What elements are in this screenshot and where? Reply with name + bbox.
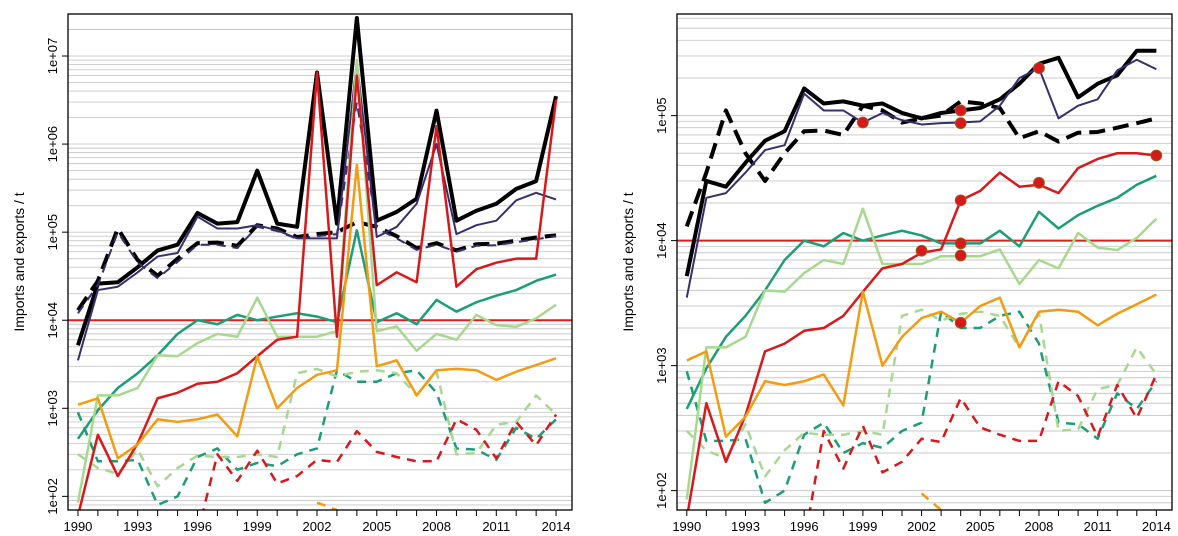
y-tick-label: 1e+02 (45, 478, 60, 515)
data-point (915, 244, 928, 257)
right-panel: 1990 1993 1996 1999 2002 2005 2008 2011 2014 1e+0… (620, 13, 1173, 534)
data-point (954, 249, 967, 262)
y-tick-label: 1e+05 (45, 214, 60, 251)
series-line (685, 58, 1157, 298)
data-point (954, 316, 967, 329)
y-tick-label: 1e+04 (45, 302, 60, 339)
series-line (76, 61, 557, 361)
x-tick-label: 1993 (123, 519, 152, 534)
y-axis-title: Imports and exports / t (620, 192, 636, 331)
x-tick-label: 2008 (422, 519, 451, 534)
series-line (808, 373, 1158, 510)
x-tick-label: 2002 (303, 519, 332, 534)
x-tick-label: 2011 (1084, 519, 1112, 534)
series-line (77, 367, 557, 488)
series-line (685, 310, 1158, 504)
series-line (77, 163, 557, 460)
series-line (686, 152, 1157, 510)
x-tick-label: 2002 (907, 519, 936, 534)
left-panel: 1990 1993 1996 1999 2002 2005 2008 2011 2014 1e+0… (11, 13, 573, 534)
y-axis-title: Imports and exports / t (11, 192, 27, 331)
data-point (1033, 62, 1045, 74)
x-tick-label: 2014 (1142, 519, 1171, 534)
series-line (684, 99, 1157, 228)
x-tick-label: 2005 (362, 519, 391, 534)
series-line (76, 220, 557, 312)
y-tick-label: 1e+05 (654, 97, 669, 134)
data-point (954, 237, 967, 250)
series-line (202, 413, 558, 510)
y-tick-label: 1e+04 (654, 222, 669, 259)
y-tick-label: 1e+03 (654, 347, 669, 384)
data-point (954, 104, 967, 117)
x-tick-label: 2011 (482, 519, 510, 534)
data-point (954, 117, 967, 130)
series-line (76, 16, 559, 346)
x-tick-label: 1996 (183, 519, 212, 534)
x-tick-label: 1999 (848, 519, 877, 534)
y-tick-label: 1e+03 (45, 390, 60, 427)
y-tick-label: 1e+02 (654, 472, 669, 509)
series-line (686, 290, 1157, 438)
series-line (78, 71, 558, 510)
x-tick-label: 1990 (672, 519, 701, 534)
series-line (77, 101, 557, 314)
series-line (685, 308, 1158, 478)
data-point (1033, 176, 1045, 189)
data-point (954, 194, 967, 207)
x-tick-label: 2014 (542, 519, 571, 534)
plot-frame (67, 13, 573, 511)
series-line (920, 492, 942, 510)
x-tick-label: 2005 (966, 519, 995, 534)
series-line (684, 48, 1157, 277)
series-group (76, 16, 559, 510)
series-line (685, 207, 1158, 500)
data-point (1150, 149, 1163, 162)
data-point (856, 116, 869, 129)
x-tick-label: 1999 (243, 519, 272, 534)
y-tick-label: 1e+06 (45, 126, 60, 163)
series-group (684, 48, 1158, 510)
series-line (316, 501, 338, 510)
x-tick-label: 1996 (790, 519, 819, 534)
x-tick-label: 1990 (63, 519, 92, 534)
x-tick-label: 1993 (731, 519, 760, 534)
y-tick-label: 1e+07 (45, 38, 60, 75)
x-tick-label: 2008 (1024, 519, 1053, 534)
series-line (76, 58, 557, 503)
plot-frame (676, 13, 1173, 511)
series-line (76, 369, 557, 507)
